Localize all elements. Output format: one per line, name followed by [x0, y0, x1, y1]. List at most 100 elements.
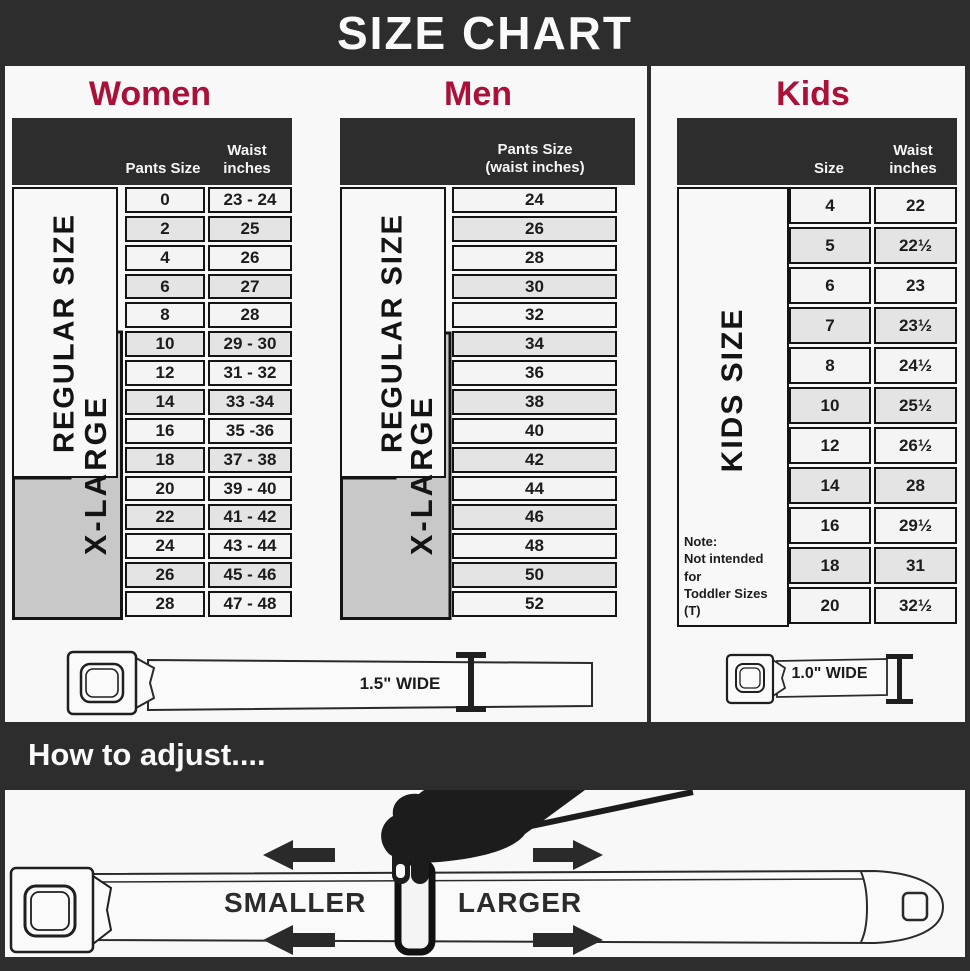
adjust-belt-diagram	[9, 790, 945, 956]
pants-size-cell: 26	[125, 562, 205, 589]
size-cell: 8	[789, 347, 871, 384]
kids-size-category-column: KIDS SIZE Note: Not intended for Toddler…	[677, 187, 789, 627]
men-table-row: 28	[452, 244, 617, 274]
women-table-row: 20 39 - 40	[125, 475, 292, 505]
women-table-row: 8 28	[125, 302, 292, 331]
pants-size-cell: 36	[452, 360, 617, 387]
waist-inches-cell: 41 - 42	[208, 504, 292, 531]
finger	[411, 834, 429, 884]
larger-label: LARGER	[457, 887, 583, 918]
women-table-row: 4 26	[125, 244, 292, 274]
waist-inches-cell: 29 - 30	[208, 331, 292, 358]
kids-table-row: 20 32½	[789, 587, 957, 627]
fingernail	[396, 864, 405, 878]
adult-belt-diagram	[66, 650, 593, 716]
women-men-panel: Women Men Pants Size Waist inches REGULA…	[5, 66, 647, 722]
women-table-header: Pants Size Waist inches	[12, 118, 292, 185]
pants-size-cell: 34	[452, 331, 617, 358]
men-table-row: 34	[452, 331, 617, 360]
size-cell: 12	[789, 427, 871, 464]
size-cell: 7	[789, 307, 871, 344]
women-table-row: 0 23 - 24	[125, 187, 292, 216]
waist-inches-cell: 23 - 24	[208, 187, 292, 213]
pants-size-cell: 40	[452, 417, 617, 444]
pants-size-cell: 12	[125, 360, 205, 387]
waist-inches-cell: 26½	[874, 427, 957, 464]
women-regular-size-box: REGULAR SIZE	[12, 187, 118, 478]
kids-table-row: 6 23	[789, 267, 957, 307]
men-regular-size-box: REGULAR SIZE	[340, 187, 446, 478]
kids-table-row: 18 31	[789, 547, 957, 587]
how-to-adjust-heading: How to adjust....	[28, 737, 266, 772]
waist-inches-cell: 47 - 48	[208, 591, 292, 617]
arrow-right-icon	[533, 840, 603, 870]
pants-size-cell: 48	[452, 533, 617, 560]
men-table-row: 24	[452, 187, 617, 216]
pants-size-cell: 28	[452, 244, 617, 271]
men-table-row: 32	[452, 302, 617, 331]
belt-tip-hole	[901, 891, 929, 922]
women-size-category-column: REGULAR SIZE X-LARGE	[12, 187, 124, 620]
women-table-row: 6 27	[125, 273, 292, 303]
pants-size-cell: 10	[125, 331, 205, 358]
women-xlarge-label: X-LARGE	[78, 394, 113, 556]
pants-size-cell: 18	[125, 446, 205, 473]
pants-size-cell: 44	[452, 475, 617, 502]
size-cell: 18	[789, 547, 871, 584]
women-table-row: 10 29 - 30	[125, 331, 292, 360]
arrow-left-icon	[263, 840, 335, 870]
women-table-row: 18 37 - 38	[125, 446, 292, 476]
waist-inches-cell: 22½	[874, 227, 957, 264]
kids-table-row: 14 28	[789, 467, 957, 507]
kids-table-row: 12 26½	[789, 427, 957, 467]
adjust-illustration-panel: SMALLER LARGER	[5, 790, 965, 957]
kids-table-row: 16 29½	[789, 507, 957, 547]
pants-size-cell: 16	[125, 417, 205, 444]
waist-inches-cell: 23	[874, 267, 957, 304]
kids-belt-diagram	[725, 653, 913, 705]
women-table-row: 28 47 - 48	[125, 591, 292, 620]
pants-size-cell: 42	[452, 446, 617, 473]
size-cell: 16	[789, 507, 871, 544]
women-table-body: 0 23 - 24 2 25 4 26 6 27	[125, 187, 292, 620]
how-to-adjust-banner: How to adjust....	[0, 722, 970, 790]
pants-size-cell: 28	[125, 591, 205, 617]
men-table-row: 36	[452, 360, 617, 389]
waist-inches-cell: 39 - 40	[208, 475, 292, 502]
pants-size-cell: 22	[125, 504, 205, 531]
kids-size-header: Size	[813, 160, 844, 177]
pants-size-cell: 0	[125, 187, 205, 213]
women-table-row: 24 43 - 44	[125, 533, 292, 562]
size-cell: 14	[789, 467, 871, 504]
width-measure-mark	[456, 652, 486, 712]
smaller-label: SMALLER	[224, 887, 367, 918]
men-table-row: 26	[452, 215, 617, 245]
men-section-title: Men	[444, 75, 512, 113]
waist-inches-cell: 45 - 46	[208, 562, 292, 589]
waist-inches-cell: 32½	[874, 587, 957, 624]
waist-inches-cell: 26	[208, 244, 292, 271]
kids-table-row: 8 24½	[789, 347, 957, 387]
women-table-row: 14 33 -34	[125, 389, 292, 418]
pants-size-cell: 32	[452, 302, 617, 329]
women-table-row: 16 35 -36	[125, 417, 292, 447]
women-pants-size-header: Pants Size	[125, 160, 201, 177]
kids-table-row: 7 23½	[789, 307, 957, 347]
kids-waist-header: Waist inches	[889, 142, 937, 177]
size-cell: 4	[789, 187, 871, 224]
size-cell: 20	[789, 587, 871, 624]
kids-table-row: 5 22½	[789, 227, 957, 267]
waist-inches-cell: 27	[208, 273, 292, 300]
women-section-title: Women	[88, 75, 212, 113]
waist-inches-cell: 35 -36	[208, 417, 292, 444]
men-table-row: 48	[452, 533, 617, 562]
kids-panel: Kids Size Waist inches KIDS SIZE Note: N…	[651, 66, 965, 722]
waist-inches-cell: 29½	[874, 507, 957, 544]
waist-inches-cell: 28	[874, 467, 957, 504]
men-table-row: 42	[452, 446, 617, 476]
pants-size-cell: 24	[452, 187, 617, 213]
men-table-row: 50	[452, 562, 617, 591]
kids-table-header: Size Waist inches	[677, 118, 957, 185]
men-table-row: 46	[452, 504, 617, 533]
waist-inches-cell: 22	[874, 187, 957, 224]
